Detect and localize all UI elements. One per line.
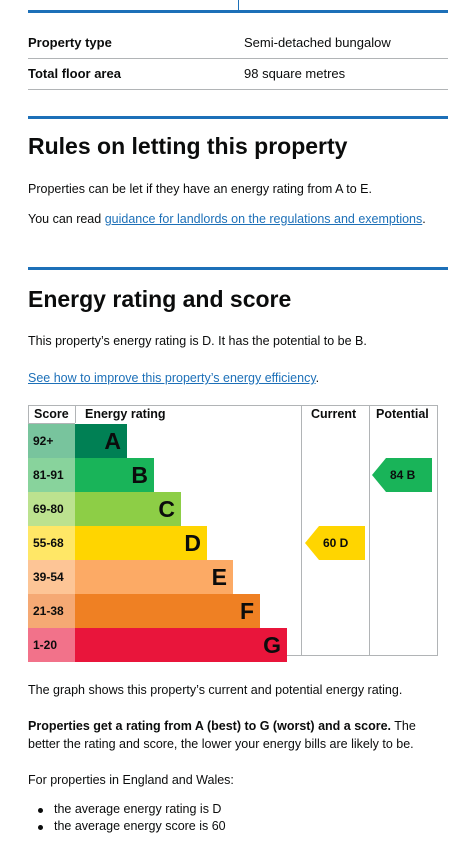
landlord-guidance-link[interactable]: guidance for landlords on the regulation…: [104, 212, 423, 226]
row-divider: [28, 89, 448, 90]
band-score-c: 69-80: [28, 492, 75, 526]
current-rating-label: 60 D: [323, 536, 349, 550]
band-bar-b: B: [75, 458, 154, 492]
band-letter-a: A: [104, 428, 121, 454]
current-rating-arrow: 60 D: [305, 526, 365, 560]
graph-divider-current: [301, 405, 302, 656]
header-energy-rating: Energy rating: [85, 407, 166, 421]
band-letter-d: D: [184, 530, 201, 556]
rating-explanation-bold: Properties get a rating from A (best) to…: [28, 719, 392, 733]
letting-guidance-suffix: .: [422, 212, 426, 226]
band-letter-c: C: [158, 496, 175, 522]
improve-link-suffix: .: [315, 371, 320, 385]
band-score-g: 1-20: [28, 628, 75, 662]
floor-area-label: Total floor area: [28, 66, 121, 81]
header-score: Score: [34, 407, 69, 421]
section-divider: [28, 267, 448, 270]
band-bar-g: G: [75, 628, 287, 662]
improve-efficiency-link[interactable]: See how to improve this property’s energ…: [28, 371, 316, 385]
energy-improve: See how to improve this property’s energ…: [28, 369, 438, 387]
rating-explanation: Properties get a rating from A (best) to…: [28, 717, 438, 753]
band-letter-b: B: [131, 462, 148, 488]
letting-guidance: You can read guidance for landlords on t…: [28, 210, 438, 228]
graph-divider-potential: [369, 405, 370, 656]
band-score-f: 21-38: [28, 594, 75, 628]
letting-paragraph: Properties can be let if they have an en…: [28, 182, 372, 196]
average-list-item: the average energy score is 60: [28, 818, 438, 835]
band-bar-f: F: [75, 594, 260, 628]
summary-table-top: [28, 0, 448, 13]
graph-caption: The graph shows this property’s current …: [28, 683, 403, 697]
energy-rating-graph: Score Energy rating Current Potential 92…: [28, 405, 438, 662]
band-score-d: 55-68: [28, 526, 75, 560]
band-bar-a: A: [75, 424, 127, 458]
band-letter-g: G: [263, 632, 281, 658]
band-letter-f: F: [239, 598, 254, 624]
floor-area-value: 98 square metres: [244, 66, 346, 81]
property-type-value: Semi-detached bungalow: [244, 35, 391, 50]
band-score-a: 92+: [28, 424, 75, 458]
band-bar-d: D: [75, 526, 207, 560]
graph-border-right: [437, 405, 438, 656]
row-divider: [28, 58, 448, 59]
graph-border-top: [28, 405, 438, 406]
band-bar-e: E: [75, 560, 233, 594]
band-score-e: 39-54: [28, 560, 75, 594]
energy-heading: Energy rating and score: [28, 286, 292, 312]
graph-divider-score: [75, 405, 76, 423]
graph-header-line: [28, 423, 75, 424]
average-intro: For properties in England and Wales:: [28, 773, 234, 787]
rating-explanation-rest: The better the rating and score, the low…: [28, 719, 416, 751]
band-letter-e: E: [211, 564, 227, 590]
property-type-label: Property type: [28, 35, 112, 50]
average-list-item: the average energy rating is D: [28, 801, 438, 818]
potential-rating-arrow: 84 B: [372, 458, 432, 492]
potential-rating-label: 84 B: [390, 468, 416, 482]
energy-paragraph: This property’s energy rating is D. It h…: [28, 334, 367, 348]
band-bar-c: C: [75, 492, 181, 526]
letting-heading: Rules on letting this property: [28, 133, 348, 159]
header-current: Current: [311, 407, 357, 421]
letting-guidance-prefix: You can read: [28, 212, 105, 226]
header-potential: Potential: [376, 407, 429, 421]
band-score-b: 81-91: [28, 458, 75, 492]
section-divider: [28, 116, 448, 119]
summary-table-divider: [238, 0, 239, 10]
average-list: the average energy rating is D the avera…: [28, 801, 438, 835]
